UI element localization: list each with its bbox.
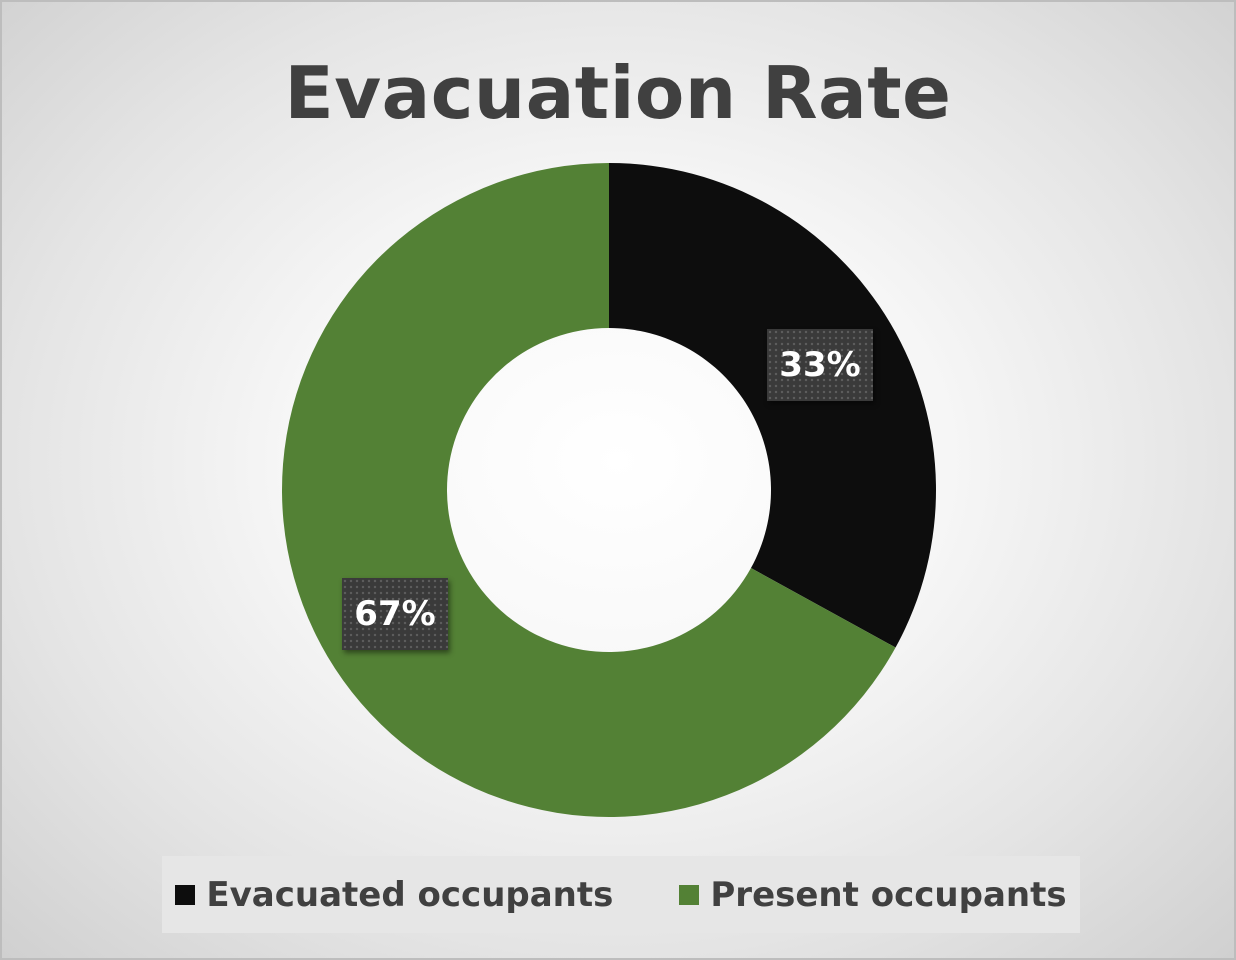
legend-item-evacuated: Evacuated occupants [175, 875, 613, 915]
legend-label-present: Present occupants [710, 874, 1067, 915]
data-label-present: 67% [342, 578, 448, 650]
donut-slice-present [282, 162, 896, 817]
legend-label-evacuated: Evacuated occupants [206, 874, 614, 915]
donut-slice-evacuated [609, 163, 937, 648]
legend-swatch-evacuated [175, 884, 196, 905]
chart-title: Evacuation Rate [284, 51, 952, 135]
legend: Evacuated occupants Present occupants [162, 856, 1080, 933]
legend-swatch-present [679, 884, 700, 905]
legend-item-present: Present occupants [679, 874, 1067, 915]
data-label-evacuated: 33% [767, 329, 873, 401]
